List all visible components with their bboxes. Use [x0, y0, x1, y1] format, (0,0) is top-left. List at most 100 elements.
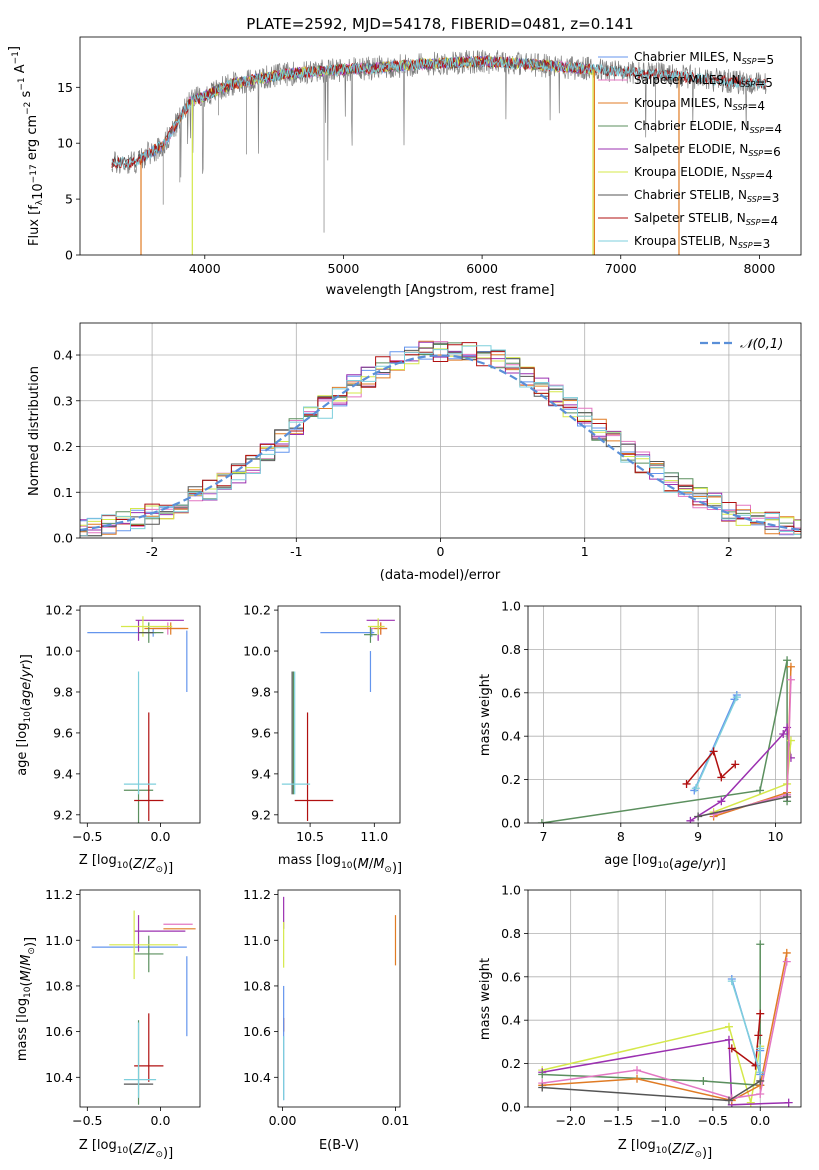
y-tick-label: 0.4	[53, 348, 73, 363]
weight-marker	[724, 1096, 733, 1105]
y-axis-label: Flux [fλ10−17 erg cm−2 s−1 A−1]	[7, 46, 46, 246]
y-tick-label: 10.4	[45, 1070, 73, 1085]
x-tick-label: 10.5	[296, 829, 324, 844]
x-tick-label: −0.5	[698, 1113, 728, 1128]
y-tick-label: 1.0	[501, 599, 521, 614]
weight-marker	[756, 1068, 765, 1077]
y-tick-label: 15	[57, 80, 73, 95]
weight-marker	[538, 1083, 547, 1092]
y-tick-label: 9.2	[53, 807, 73, 822]
y-tick-label: 10.0	[243, 644, 271, 659]
x-tick-label: 0.00	[269, 1113, 297, 1128]
gaussian-curve	[80, 354, 801, 532]
axes-mass-Z: −0.5 0.0 10.4 10.6 10.8 11.0 11.2 Z [log10(Z/Z⊙…	[15, 887, 201, 1161]
y-axis-label: mass weight	[478, 674, 493, 756]
x-tick-label: −0.5	[72, 1113, 102, 1128]
axes-spectrum: 4000 5000 6000 7000 8000 0 5 10 15 PLATE=2592, MJ…	[7, 15, 802, 298]
y-tick-label: 0.0	[53, 531, 73, 546]
plot-area-age-mass	[281, 618, 395, 821]
weight-marker	[724, 1022, 733, 1031]
x-tick-label: −0.5	[72, 829, 102, 844]
weight-marker	[783, 792, 792, 801]
legend-label: Salpeter ELODIE, NSSP=6	[634, 142, 781, 159]
x-tick-label: -2	[146, 544, 158, 559]
weight-marker	[727, 1044, 736, 1053]
y-tick-label: 9.4	[251, 766, 271, 781]
axes-frame	[277, 605, 401, 824]
x-axis-label: age [log10(age/yr)]	[604, 853, 726, 872]
x-tick-label: 7	[539, 829, 547, 844]
weight-marker	[779, 730, 788, 739]
weight-line	[695, 696, 738, 789]
y-tick-label: 0.1	[53, 485, 73, 500]
axes-frame	[79, 889, 201, 1108]
legend-label: Salpeter MILES, NSSP=5	[634, 73, 773, 90]
legend-label: Kroupa STELIB, NSSP=3	[634, 234, 770, 251]
y-tick-label: 10.6	[243, 1024, 271, 1039]
weight-marker	[756, 1044, 765, 1053]
weight-line	[542, 1025, 761, 1103]
legend-label: Chabrier ELODIE, NSSP=4	[634, 119, 782, 136]
y-tick-label: 0.8	[501, 642, 521, 657]
y-tick-label: 0.2	[501, 772, 521, 787]
weight-marker	[756, 1089, 765, 1098]
weight-marker	[682, 779, 691, 788]
axes-frame	[79, 36, 802, 256]
plot-area-spectrum	[111, 49, 767, 255]
weight-marker	[709, 747, 718, 756]
plot-area-age-Z	[87, 616, 189, 823]
x-tick-label: 7000	[605, 261, 637, 276]
y-tick-label: 0.0	[501, 1100, 521, 1115]
weight-marker	[784, 1098, 793, 1107]
weight-line	[542, 1038, 789, 1106]
y-tick-label: 0.4	[501, 1013, 521, 1028]
axes-mass-EBV: 0.00 0.01 10.4 10.6 10.8 11.0 11.2 E(B-V)	[243, 887, 409, 1153]
axes-frame	[527, 889, 802, 1108]
x-tick-label: −2.0	[555, 1113, 585, 1128]
y-axis-label: mass [log10(M/M⊙)]	[15, 937, 38, 1061]
y-tick-label: 0.2	[53, 439, 73, 454]
y-tick-label: 11.0	[243, 933, 271, 948]
axes-frame	[277, 889, 401, 1108]
weight-marker	[694, 812, 703, 821]
y-tick-label: 0.2	[501, 1056, 521, 1071]
y-tick-label: 9.8	[251, 684, 271, 699]
y-tick-label: 0.3	[53, 393, 73, 408]
weight-marker	[786, 662, 795, 671]
y-tick-label: 10.2	[243, 603, 271, 618]
weight-marker	[727, 977, 736, 986]
x-tick-label: 10	[768, 829, 784, 844]
y-tick-label: 0.4	[501, 729, 521, 744]
y-tick-label: 5	[65, 192, 73, 207]
legend-label: 𝒩(0,1)	[740, 337, 783, 352]
axes-age-mass: 10.5 11.0 9.2 9.4 9.6 9.8 10.0 10.2 mass [log10(…	[243, 603, 402, 876]
weight-marker	[782, 957, 791, 966]
weight-line	[713, 666, 792, 818]
legend-label: Kroupa ELODIE, NSSP=4	[634, 165, 773, 182]
model-line	[111, 56, 767, 169]
weight-marker	[686, 816, 695, 823]
weight-marker	[754, 1031, 763, 1040]
x-tick-label: 11.0	[360, 829, 388, 844]
y-tick-label: 11.2	[243, 887, 271, 902]
x-axis-label: Z [log10(Z/Z⊙)]	[79, 1138, 173, 1161]
y-tick-label: 0.8	[501, 926, 521, 941]
y-tick-label: 9.8	[53, 684, 73, 699]
y-tick-label: 0.6	[501, 969, 521, 984]
plot-area-mass-Z	[91, 910, 196, 1105]
x-axis-label: mass [log10(M/M⊙)]	[278, 853, 402, 876]
weight-marker	[691, 784, 700, 793]
weight-marker	[732, 693, 741, 702]
y-tick-label: 0.6	[501, 685, 521, 700]
x-axis-label: Z [log10(Z/Z⊙)]	[618, 1138, 712, 1161]
x-axis-label: (data-model)/error	[380, 568, 501, 583]
axes-weight-Z: −2.0 −1.5 −1.0 −0.5 0.0 0.0 0.2 0.4 0.6 0.8 1.0 Z […	[478, 883, 802, 1161]
plot-area-weight-Z	[528, 890, 801, 1107]
y-tick-label: 0	[65, 248, 73, 263]
axes-frame	[79, 605, 201, 824]
x-tick-label: 1	[581, 544, 589, 559]
weight-marker	[724, 1035, 733, 1044]
plot-area-weight-age	[528, 606, 801, 823]
weight-line	[697, 796, 788, 818]
